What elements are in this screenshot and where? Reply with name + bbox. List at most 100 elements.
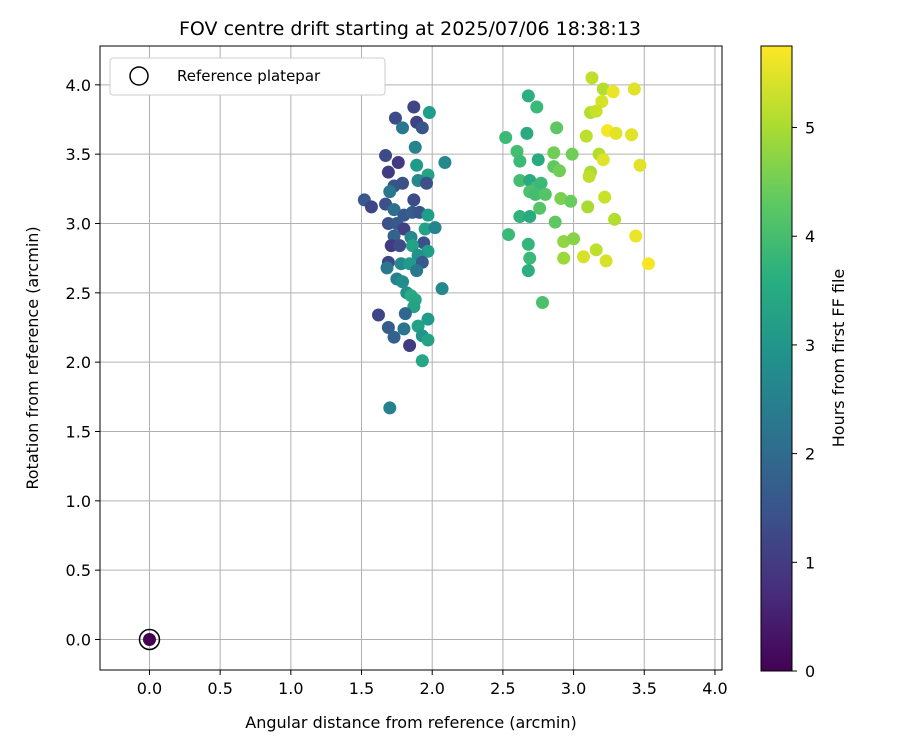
data-point	[576, 250, 590, 264]
plot-area: 0.0 0.5 1.0 1.5 2.0 2.5 3.0 3.5 4.0 0.0 0.5 1.0 1.5…	[66, 45, 728, 698]
data-point	[435, 282, 449, 296]
colorbar-gradient	[760, 45, 793, 672]
data-point	[513, 154, 527, 168]
data-point	[627, 82, 641, 96]
data-point	[418, 222, 432, 236]
data-point	[397, 322, 411, 336]
data-point	[565, 147, 579, 161]
data-point	[585, 71, 599, 85]
legend-label: Reference platepar	[177, 67, 321, 85]
colorbar-tick-label: 1	[805, 553, 815, 572]
data-point	[547, 146, 561, 160]
x-tick-label: 1.0	[278, 679, 303, 698]
x-axis-ticks: 0.0 0.5 1.0 1.5 2.0 2.5 3.0 3.5 4.0	[137, 670, 728, 698]
data-point	[383, 401, 397, 415]
data-point	[550, 121, 564, 135]
data-point	[595, 94, 609, 108]
data-point	[528, 187, 542, 201]
data-point	[552, 164, 566, 178]
legend-marker-icon	[129, 66, 149, 86]
legend: Reference platepar	[109, 57, 386, 96]
data-point	[599, 254, 613, 268]
data-point	[582, 169, 596, 183]
x-tick-label: 3.0	[561, 679, 586, 698]
data-point	[387, 203, 401, 217]
x-tick-label: 1.5	[349, 679, 374, 698]
y-tick-label: 2.0	[66, 353, 91, 372]
data-point	[596, 153, 610, 167]
axes-frame	[99, 45, 723, 671]
data-point	[606, 85, 620, 99]
data-point	[380, 261, 394, 275]
data-point	[531, 153, 545, 167]
data-point	[564, 194, 578, 208]
colorbar-label: Hours from first FF file	[829, 269, 848, 448]
data-point	[625, 128, 639, 142]
data-point	[548, 215, 562, 229]
colorbar-tick-label: 5	[805, 119, 815, 138]
data-point	[633, 158, 647, 172]
data-points	[357, 71, 655, 415]
x-axis-label: Angular distance from reference (arcmin)	[245, 713, 576, 732]
data-point	[581, 200, 595, 214]
data-point	[521, 264, 535, 278]
data-point	[534, 176, 548, 190]
data-point	[641, 257, 655, 271]
colorbar-ticks: 0 1 2 3 4 5	[792, 119, 815, 681]
data-point	[535, 296, 549, 310]
reference-marker	[138, 628, 161, 651]
x-tick-label: 4.0	[702, 679, 727, 698]
data-point	[554, 192, 568, 206]
data-point	[513, 210, 527, 224]
data-point	[381, 320, 395, 334]
data-point	[530, 100, 544, 114]
colorbar-tick-label: 2	[805, 445, 815, 464]
x-tick-label: 2.0	[419, 679, 444, 698]
colorbar-tick-label: 0	[805, 662, 815, 681]
y-axis-ticks: 0.0 0.5 1.0 1.5 2.0 2.5 3.0 3.5 4.0	[66, 76, 100, 649]
data-point	[609, 126, 623, 140]
x-tick-label: 2.5	[490, 679, 515, 698]
data-point	[383, 185, 397, 199]
data-point	[523, 251, 537, 265]
data-point	[502, 228, 516, 242]
y-axis-label: Rotation from reference (arcmin)	[23, 226, 42, 489]
y-tick-label: 1.0	[66, 492, 91, 511]
data-point	[396, 275, 410, 289]
data-point	[598, 190, 612, 204]
y-tick-label: 0.0	[66, 630, 91, 649]
data-point	[596, 82, 610, 96]
data-point	[608, 212, 622, 226]
data-point	[557, 251, 571, 265]
y-tick-label: 0.5	[66, 561, 91, 580]
y-tick-label: 2.5	[66, 284, 91, 303]
chart-title: FOV centre drift starting at 2025/07/06 …	[179, 18, 641, 40]
data-point	[407, 193, 421, 207]
data-point	[589, 243, 603, 257]
data-point	[521, 237, 535, 251]
data-point	[407, 100, 421, 114]
data-point	[379, 149, 393, 163]
data-point	[410, 264, 424, 278]
data-point	[421, 312, 435, 326]
x-tick-label: 0.0	[137, 679, 162, 698]
data-point	[391, 155, 405, 169]
data-point	[410, 158, 424, 172]
data-point	[421, 244, 435, 258]
data-point	[567, 232, 581, 246]
data-point	[421, 208, 435, 222]
data-point	[408, 140, 422, 154]
colorbar-tick-label: 4	[805, 227, 815, 246]
y-tick-label: 3.0	[66, 214, 91, 233]
data-point	[398, 307, 412, 321]
data-point	[538, 187, 552, 201]
data-point	[589, 104, 603, 118]
data-point	[523, 210, 537, 224]
data-point	[403, 339, 417, 353]
data-point	[513, 174, 527, 188]
data-point	[421, 333, 435, 347]
x-tick-label: 3.5	[632, 679, 657, 698]
data-point	[428, 221, 442, 235]
data-point	[393, 239, 407, 253]
